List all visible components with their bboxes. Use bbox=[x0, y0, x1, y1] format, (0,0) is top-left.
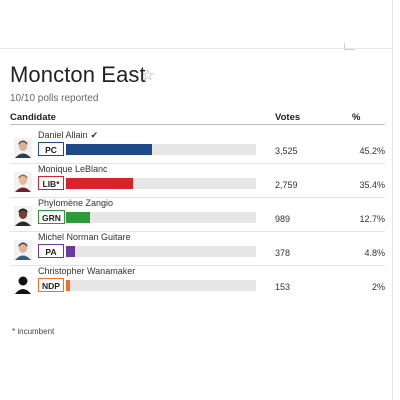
header-rule bbox=[10, 124, 385, 125]
column-header-percent: % bbox=[352, 112, 361, 123]
incumbent-footnote: * incumbent bbox=[12, 327, 55, 336]
vote-share-bar bbox=[66, 280, 70, 291]
party-badge: PA bbox=[38, 244, 64, 258]
vote-percent: 12.7% bbox=[359, 214, 385, 224]
candidate-name: Michel Norman Guitare bbox=[38, 232, 131, 242]
candidate-row: Christopher Wanamaker NDP 153 2% bbox=[0, 266, 392, 300]
party-badge: LIB* bbox=[38, 176, 64, 190]
vote-percent: 35.4% bbox=[359, 180, 385, 190]
candidate-name: Christopher Wanamaker bbox=[38, 266, 135, 276]
candidate-name: Phylomène Zangio bbox=[38, 198, 113, 208]
row-divider bbox=[10, 197, 385, 198]
candidate-name-text: Monique LeBlanc bbox=[38, 164, 108, 174]
party-badge: PC bbox=[38, 142, 64, 156]
winner-check-icon: ✔ bbox=[90, 130, 99, 140]
page-title: Moncton East bbox=[10, 62, 146, 87]
vote-count: 3,525 bbox=[275, 146, 298, 156]
candidate-row: Phylomène Zangio GRN 989 12.7% bbox=[0, 198, 392, 232]
candidate-name-text: Christopher Wanamaker bbox=[38, 266, 136, 276]
row-divider bbox=[10, 265, 385, 266]
party-badge: GRN bbox=[38, 210, 65, 224]
candidate-name-text: Phylomène Zangio bbox=[38, 198, 114, 208]
candidate-name-text: Daniel Allain bbox=[38, 130, 88, 140]
vote-percent: 2% bbox=[371, 282, 385, 292]
vote-share-track bbox=[66, 212, 256, 223]
vote-count: 153 bbox=[275, 282, 291, 292]
vote-share-track bbox=[66, 246, 256, 257]
vote-percent: 45.2% bbox=[359, 146, 385, 156]
star-outline-icon[interactable]: ☆ bbox=[141, 67, 155, 84]
candidate-row: Michel Norman Guitare PA 378 4.8% bbox=[0, 232, 392, 266]
row-divider bbox=[10, 231, 385, 232]
vote-share-bar bbox=[66, 246, 75, 257]
column-header-candidate: Candidate bbox=[10, 112, 56, 123]
right-border bbox=[392, 0, 393, 400]
candidate-name-text: Michel Norman Guitare bbox=[38, 232, 131, 242]
candidate-row: Monique LeBlanc LIB* 2,759 35.4% bbox=[0, 164, 392, 198]
silhouette-avatar-icon bbox=[14, 274, 32, 294]
vote-share-bar bbox=[66, 178, 133, 189]
vote-share-track bbox=[66, 178, 256, 189]
candidate-portrait-icon bbox=[14, 240, 32, 260]
candidate-row: Daniel Allain ✔ PC 3,525 45.2% bbox=[0, 130, 392, 164]
candidate-name: Monique LeBlanc bbox=[38, 164, 108, 174]
vote-percent: 4.8% bbox=[364, 248, 385, 258]
vote-share-bar bbox=[66, 144, 152, 155]
polls-reported: 10/10 polls reported bbox=[10, 93, 99, 104]
vote-share-track bbox=[66, 144, 256, 155]
row-divider bbox=[10, 163, 385, 164]
corner-tab bbox=[344, 43, 355, 50]
top-divider bbox=[0, 48, 392, 49]
column-header-votes: Votes bbox=[275, 112, 301, 123]
vote-count: 378 bbox=[275, 248, 291, 258]
vote-count: 2,759 bbox=[275, 180, 298, 190]
candidate-portrait-icon bbox=[14, 206, 32, 226]
vote-share-bar bbox=[66, 212, 90, 223]
candidate-name: Daniel Allain ✔ bbox=[38, 130, 98, 141]
candidate-portrait-icon bbox=[14, 172, 32, 192]
candidate-portrait-icon bbox=[14, 138, 32, 158]
vote-share-track bbox=[66, 280, 256, 291]
party-badge: NDP bbox=[38, 278, 64, 292]
vote-count: 989 bbox=[275, 214, 291, 224]
